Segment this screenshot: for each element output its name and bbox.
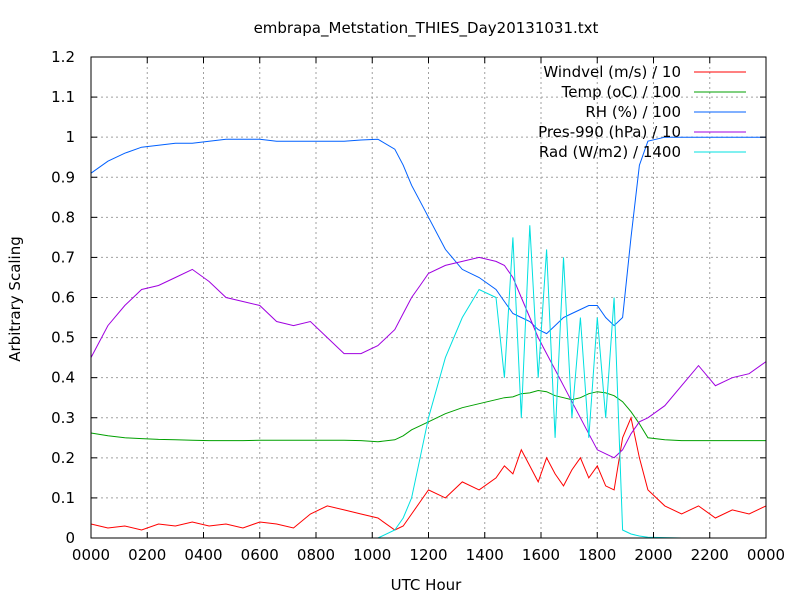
x-tick-label: 0600	[241, 546, 279, 564]
x-tick-label: 2000	[634, 546, 672, 564]
y-tick-label: 0.2	[51, 449, 75, 467]
legend-label: Temp (oC) / 100	[561, 83, 681, 101]
series-group	[90, 136, 767, 539]
y-tick-label: 0.4	[51, 369, 75, 387]
x-axis-title: UTC Hour	[391, 576, 462, 594]
legend-label: Pres-990 (hPa) / 10	[538, 123, 681, 141]
x-tick-label: 1400	[466, 546, 504, 564]
x-tick-label: 1600	[522, 546, 560, 564]
series-line-2	[90, 389, 766, 443]
y-axis-title: Arbitrary Scaling	[6, 236, 24, 362]
y-tick-label: 0	[65, 529, 75, 547]
x-tick-label: 0400	[184, 546, 222, 564]
y-tick-label: 1	[65, 128, 75, 146]
series-line-1	[90, 416, 767, 531]
y-tick-label: 0.3	[51, 409, 75, 427]
y-tick-label: 0.9	[51, 168, 75, 186]
y-tick-label: 0.1	[51, 489, 75, 507]
y-tick-label: 0.7	[51, 248, 75, 266]
series-line-3	[90, 136, 766, 335]
series-line-4	[90, 256, 767, 459]
x-tick-label: 2200	[691, 546, 729, 564]
x-tick-label: 1200	[409, 546, 447, 564]
x-tick-label: 0200	[128, 546, 166, 564]
x-tick-label: 1000	[353, 546, 391, 564]
y-tick-label: 0.6	[51, 289, 75, 307]
x-tick-label: 0800	[297, 546, 335, 564]
chart-title: embrapa_Metstation_THIES_Day20131031.txt	[254, 19, 599, 38]
legend-label: RH (%) / 100	[585, 103, 681, 121]
legend-label: Rad (W/m2) / 1400	[539, 143, 681, 161]
x-tick-label: 0000	[72, 546, 110, 564]
y-tick-label: 1.1	[51, 88, 75, 106]
y-tick-label: 0.8	[51, 208, 75, 226]
y-tick-label: 0.5	[51, 329, 75, 347]
legend: Windvel (m/s) / 10 Temp (oC) / 100 RH (%) …	[538, 63, 746, 161]
y-tick-label: 1.2	[51, 48, 75, 66]
x-tick-label: 0000	[747, 546, 785, 564]
legend-label: Windvel (m/s) / 10	[543, 63, 681, 81]
ticks: 0 0.1 0.2 0.3 0.4 0.5 0.6 0.7 0.8 0.9 1 1.1 1.2 0000 0…	[51, 48, 785, 564]
x-tick-label: 1800	[578, 546, 616, 564]
